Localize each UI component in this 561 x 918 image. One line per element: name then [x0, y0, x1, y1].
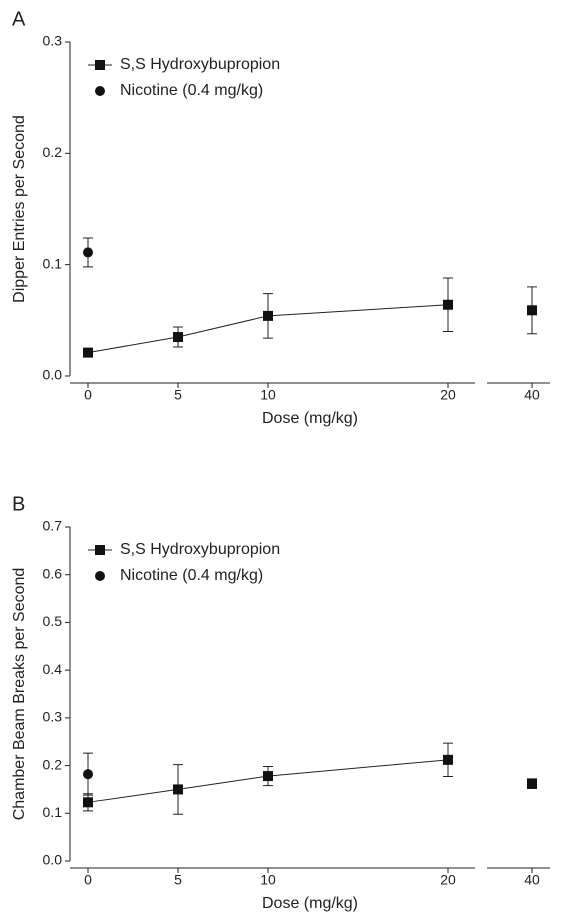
y-tick-label: 0.6 [43, 565, 63, 581]
marker [263, 771, 273, 782]
marker [83, 797, 93, 808]
y-tick-label: 0.0 [43, 852, 63, 868]
y-axis-label: Chamber Beam Breaks per Second [11, 568, 28, 821]
legend-entry: Nicotine (0.4 mg/kg) [120, 82, 263, 99]
legend-entry: Nicotine (0.4 mg/kg) [120, 567, 263, 584]
y-tick-label: 0.2 [43, 144, 63, 160]
x-tick-label: 0 [84, 872, 92, 888]
marker [173, 784, 183, 795]
x-tick-label: 5 [174, 387, 182, 403]
x-tick-label: 40 [524, 872, 540, 888]
x-axis-label: Dose (mg/kg) [262, 410, 358, 427]
x-tick-label: 0 [84, 387, 92, 403]
y-tick-label: 0.1 [43, 255, 63, 271]
legend-entry: S,S Hydroxybupropion [120, 541, 280, 558]
x-tick-label: 40 [524, 387, 540, 403]
marker [83, 347, 93, 358]
y-tick-label: 0.4 [43, 661, 63, 677]
marker [527, 305, 537, 316]
y-tick-label: 0.0 [43, 367, 63, 383]
marker [443, 754, 453, 765]
y-tick-label: 0.3 [43, 33, 63, 49]
legend-marker [95, 86, 105, 96]
x-tick-label: 5 [174, 872, 182, 888]
y-axis-label: Dipper Entries per Second [11, 115, 28, 303]
y-tick-label: 0.3 [43, 709, 63, 725]
marker [83, 247, 93, 258]
x-tick-label: 10 [260, 872, 276, 888]
y-tick-label: 0.7 [43, 518, 63, 534]
legend-entry: S,S Hydroxybupropion [120, 56, 280, 73]
marker [527, 778, 537, 789]
panel-label: B [12, 493, 25, 515]
legend-marker [95, 571, 105, 581]
legend-marker [95, 60, 105, 70]
x-tick-label: 20 [440, 872, 456, 888]
marker [263, 310, 273, 321]
series-line [87, 759, 449, 803]
marker [173, 332, 183, 343]
legend-marker [95, 545, 105, 555]
x-axis-label: Dose (mg/kg) [262, 895, 358, 912]
y-tick-label: 0.5 [43, 613, 63, 629]
series-line [87, 304, 449, 354]
x-tick-label: 10 [260, 387, 276, 403]
y-tick-label: 0.2 [43, 756, 63, 772]
y-tick-label: 0.1 [43, 804, 63, 820]
panel-label: A [12, 8, 26, 30]
marker [83, 769, 93, 780]
marker [443, 299, 453, 310]
x-tick-label: 20 [440, 387, 456, 403]
